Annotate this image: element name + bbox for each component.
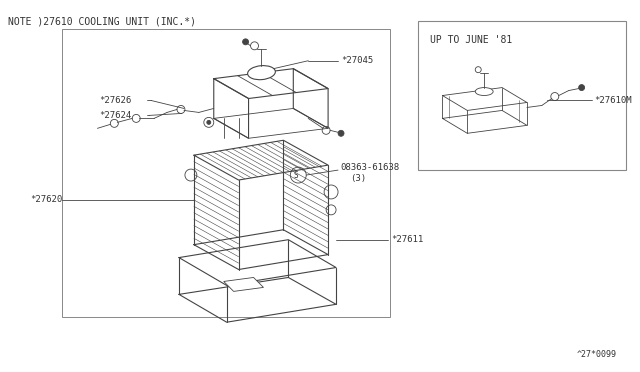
Text: UP TO JUNE '81: UP TO JUNE '81 [429,35,512,45]
Text: ^27*0099: ^27*0099 [577,350,616,359]
Polygon shape [224,278,264,291]
Text: (3): (3) [350,174,366,183]
Text: *27624: *27624 [99,111,132,120]
Text: *27620: *27620 [30,195,62,205]
Text: *27045: *27045 [341,56,373,65]
Circle shape [243,39,248,45]
Text: *27611: *27611 [391,235,423,244]
Bar [417,21,627,170]
Text: *27626: *27626 [99,96,132,105]
Text: NOTE )27610 COOLING UNIT (INC.*): NOTE )27610 COOLING UNIT (INC.*) [8,17,196,27]
Circle shape [338,130,344,136]
Ellipse shape [248,65,275,80]
Text: S: S [294,171,299,180]
Circle shape [207,121,211,124]
Bar [61,29,390,317]
Circle shape [579,84,584,90]
Text: *27610M: *27610M [595,96,632,105]
Text: 08363-61638: 08363-61638 [340,163,399,171]
Ellipse shape [476,87,493,96]
